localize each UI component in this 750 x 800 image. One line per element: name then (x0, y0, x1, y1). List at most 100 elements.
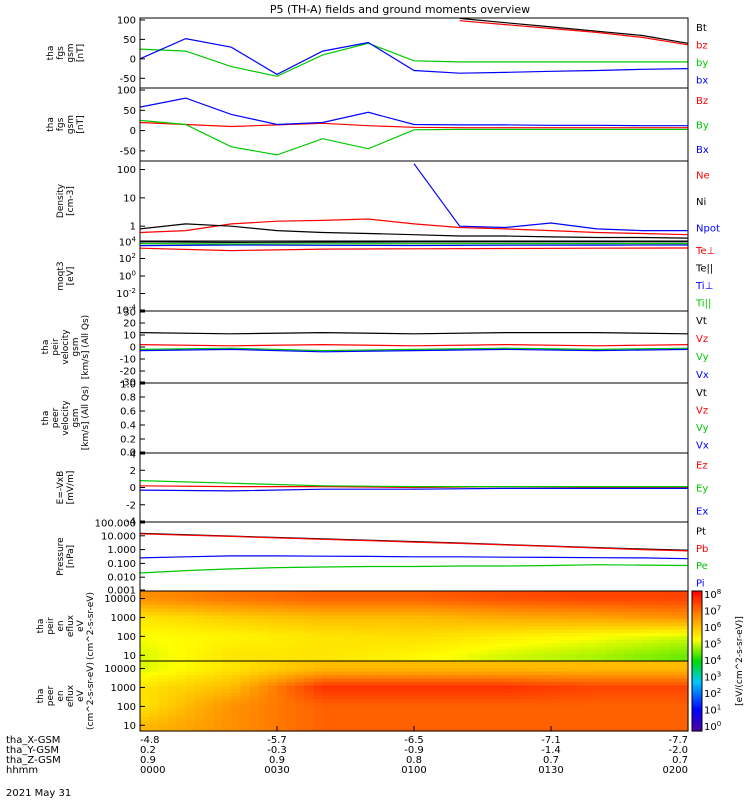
orbit-row-value: -2.0 (668, 745, 688, 756)
heatmap-cell (231, 594, 242, 599)
heatmap-cell (313, 629, 324, 634)
heatmap-cell (432, 689, 442, 694)
series-line-Pe (139, 564, 689, 574)
heatmap-cell (642, 710, 653, 715)
y-tick-label: 102 (119, 252, 136, 265)
heatmap-cell (441, 591, 452, 596)
heatmap-cell (459, 696, 470, 701)
heatmap-cell (523, 727, 534, 732)
heatmap-cell (194, 605, 205, 610)
heatmap-cell (176, 696, 187, 701)
figure-title: P5 (TH-A) fields and ground moments over… (270, 3, 530, 16)
heatmap-cell (249, 650, 260, 655)
y-tick-label: 1.0 (120, 380, 136, 391)
heatmap-cell (194, 622, 205, 627)
heatmap-cell (414, 626, 424, 631)
heatmap-cell (532, 633, 543, 638)
heatmap-cell (213, 727, 223, 732)
heatmap-cell (532, 692, 543, 697)
heatmap-cell (441, 668, 452, 673)
heatmap-cell (487, 591, 497, 596)
heatmap-cell (368, 629, 379, 634)
heatmap-cell (140, 594, 150, 599)
heatmap-cell (258, 594, 269, 599)
heatmap-cell (368, 657, 379, 662)
heatmap-cell (249, 601, 260, 606)
heatmap-cell (277, 622, 287, 627)
heatmap-cell (614, 710, 625, 715)
heatmap-cell (578, 689, 589, 694)
colorbar-cell (692, 712, 702, 716)
heatmap-cell (660, 664, 671, 669)
heatmap-cell (569, 601, 579, 606)
heatmap-cell (432, 612, 442, 617)
colorbar-cell (692, 647, 702, 650)
heatmap-cell (578, 724, 589, 729)
heatmap-cell (304, 601, 315, 606)
heatmap-cell (669, 605, 680, 610)
heatmap-cell (213, 724, 223, 729)
heatmap-cell (660, 598, 671, 603)
heatmap-cell (642, 601, 653, 606)
heatmap-cell (331, 724, 342, 729)
heatmap-cell (386, 615, 397, 620)
heatmap-cell (249, 696, 260, 701)
heatmap-cell (140, 671, 150, 676)
heatmap-cell (203, 619, 214, 624)
heatmap-cell (459, 647, 470, 652)
heatmap-cell (395, 727, 406, 732)
heatmap-cell (541, 678, 552, 683)
heatmap-cell (350, 717, 360, 722)
heatmap-cell (277, 661, 287, 666)
heatmap-cell (459, 657, 470, 662)
colorbar-cell (692, 656, 702, 660)
y-axis-label-line: velocity (61, 400, 71, 436)
heatmap-cell (240, 657, 251, 662)
heatmap-cell (231, 619, 242, 624)
y-axis-label-line: Pressure (56, 537, 66, 576)
heatmap-cell (487, 636, 497, 641)
heatmap-cell (596, 643, 607, 648)
heatmap-cell (267, 643, 278, 648)
heatmap-cell (331, 633, 342, 638)
heatmap-cell (624, 692, 634, 697)
heatmap-cell (505, 713, 516, 718)
heatmap-cell (231, 668, 242, 673)
heatmap-cell (158, 629, 168, 634)
heatmap-cell (487, 696, 497, 701)
heatmap-cell (368, 640, 379, 645)
heatmap-cell (185, 661, 196, 666)
heatmap-cell (368, 654, 379, 659)
heatmap-cell (313, 703, 324, 708)
heatmap-cell (487, 689, 497, 694)
heatmap-cell (176, 689, 187, 694)
heatmap-cell (149, 629, 159, 634)
colorbar-cell (692, 665, 702, 669)
heatmap-cell (614, 619, 625, 624)
heatmap-cell (450, 671, 461, 676)
heatmap-cell (149, 692, 159, 697)
heatmap-cell (222, 598, 232, 603)
heatmap-cell (578, 692, 589, 697)
heatmap-cell (194, 640, 205, 645)
heatmap-cell (569, 706, 579, 711)
heatmap-cell (295, 615, 305, 620)
heatmap-cell (587, 615, 598, 620)
heatmap-cell (587, 608, 598, 613)
heatmap-cell (286, 685, 296, 690)
heatmap-cell (395, 629, 406, 634)
heatmap-cell (496, 664, 506, 669)
heatmap-cell (185, 619, 196, 624)
heatmap-cell (432, 706, 442, 711)
heatmap-cell (222, 591, 232, 596)
heatmap-cell (222, 601, 232, 606)
heatmap-cell (596, 692, 607, 697)
heatmap-cell (350, 615, 360, 620)
heatmap-cell (605, 629, 616, 634)
heatmap-cell (240, 629, 251, 634)
heatmap-cell (605, 594, 616, 599)
heatmap-cell (423, 643, 433, 648)
heatmap-cell (541, 689, 552, 694)
heatmap-cell (149, 706, 159, 711)
heatmap-cell (642, 608, 653, 613)
